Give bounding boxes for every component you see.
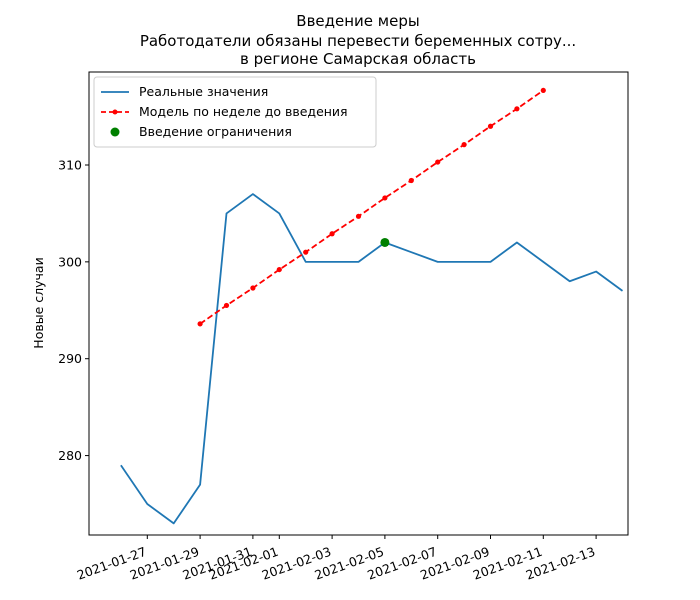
model-point: [540, 87, 546, 94]
model-point: [487, 123, 494, 129]
model-point: [329, 231, 335, 237]
model-point: [197, 321, 203, 327]
chart-title-line-1: Введение меры: [296, 12, 419, 30]
series-line-real: [120, 193, 624, 525]
y-tick-label: 280: [58, 448, 82, 463]
legend-label-model: Модель по неделе до введения: [139, 104, 348, 119]
model-point: [408, 177, 414, 184]
legend: Реальные значения Модель по неделе до вв…: [93, 76, 377, 148]
legend-swatch-intro: [110, 127, 120, 137]
y-tick-label: 300: [58, 254, 82, 269]
axes-frame: [88, 71, 629, 536]
series-line-model: [199, 89, 544, 325]
chart-title-line-3: в регионе Самарская область: [240, 50, 476, 68]
model-point: [382, 195, 388, 201]
legend-label-real: Реальные значения: [139, 84, 268, 99]
model-point: [276, 266, 282, 273]
model-point: [461, 142, 467, 148]
model-point: [250, 285, 256, 291]
y-tick-label: 290: [58, 351, 82, 366]
model-point: [514, 106, 520, 112]
model-point: [223, 302, 230, 309]
legend-frame: [93, 76, 377, 148]
y-axis-label: Новые случаи: [31, 257, 46, 348]
model-point: [435, 159, 441, 165]
legend-swatch-model-marker: [112, 109, 118, 115]
intro-point: [380, 237, 390, 247]
chart-title-line-2: Работодатели обязаны перевести беременны…: [140, 32, 576, 50]
model-point: [303, 249, 309, 255]
model-point: [355, 213, 362, 219]
legend-label-intro: Введение ограничения: [139, 124, 292, 139]
y-tick-label: 310: [58, 157, 82, 172]
